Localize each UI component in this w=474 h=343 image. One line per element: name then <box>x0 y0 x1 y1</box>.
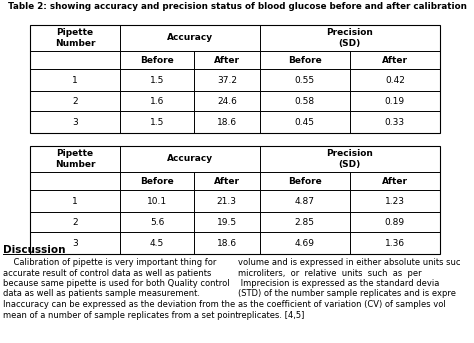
Text: Table 2: showing accuracy and precision status of blood glucose before and after: Table 2: showing accuracy and precision … <box>8 2 466 11</box>
Text: Precision
(SD): Precision (SD) <box>327 149 373 169</box>
Text: data as well as patients sample measurement.: data as well as patients sample measurem… <box>3 289 200 298</box>
Text: 0.55: 0.55 <box>295 75 315 85</box>
Text: Precision
(SD): Precision (SD) <box>327 28 373 48</box>
Text: because same pipette is used for both Quality control: because same pipette is used for both Qu… <box>3 279 229 288</box>
Text: 0.33: 0.33 <box>385 118 405 127</box>
Text: Pipette
Number: Pipette Number <box>55 149 95 169</box>
Text: 1: 1 <box>72 75 78 85</box>
Text: After: After <box>382 56 408 64</box>
Text: 0.45: 0.45 <box>295 118 315 127</box>
Text: 1.36: 1.36 <box>385 239 405 248</box>
Text: 1: 1 <box>72 197 78 205</box>
Text: After: After <box>214 177 240 186</box>
Text: microliters,  or  relative  units  such  as  per: microliters, or relative units such as p… <box>238 269 422 277</box>
Text: 18.6: 18.6 <box>217 118 237 127</box>
Text: Accuracy: Accuracy <box>167 34 213 43</box>
Text: 1.5: 1.5 <box>150 75 164 85</box>
Text: Before: Before <box>288 56 321 64</box>
Text: 0.19: 0.19 <box>385 97 405 106</box>
Text: 1.23: 1.23 <box>385 197 405 205</box>
Text: as the coefficient of variation (CV) of samples vol: as the coefficient of variation (CV) of … <box>238 300 446 309</box>
Text: Before: Before <box>140 56 174 64</box>
Text: replicates. [4,5]: replicates. [4,5] <box>238 310 304 319</box>
Text: Inaccuracy can be expressed as the deviation from the: Inaccuracy can be expressed as the devia… <box>3 300 235 309</box>
Text: 0.42: 0.42 <box>385 75 405 85</box>
Text: 4.69: 4.69 <box>295 239 315 248</box>
Text: Discussion: Discussion <box>3 245 65 255</box>
Text: Imprecision is expressed as the standard devia: Imprecision is expressed as the standard… <box>238 279 439 288</box>
Text: 37.2: 37.2 <box>217 75 237 85</box>
Text: 18.6: 18.6 <box>217 239 237 248</box>
Text: 4.5: 4.5 <box>150 239 164 248</box>
Bar <box>30 146 440 254</box>
Text: accurate result of control data as well as patients: accurate result of control data as well … <box>3 269 211 277</box>
Text: (STD) of the number sample replicates and is expre: (STD) of the number sample replicates an… <box>238 289 456 298</box>
Text: 19.5: 19.5 <box>217 218 237 227</box>
Text: mean of a number of sample replicates from a set point: mean of a number of sample replicates fr… <box>3 310 238 319</box>
Text: Calibration of pipette is very important thing for: Calibration of pipette is very important… <box>3 258 216 267</box>
Text: 1.6: 1.6 <box>150 97 164 106</box>
Text: 1.5: 1.5 <box>150 118 164 127</box>
Text: 21.3: 21.3 <box>217 197 237 205</box>
Text: 2.85: 2.85 <box>295 218 315 227</box>
Text: 10.1: 10.1 <box>147 197 167 205</box>
Text: 2: 2 <box>73 218 78 227</box>
Text: Accuracy: Accuracy <box>167 154 213 164</box>
Text: volume and is expressed in either absolute units suc: volume and is expressed in either absolu… <box>238 258 461 267</box>
Text: Before: Before <box>140 177 174 186</box>
Text: After: After <box>214 56 240 64</box>
Text: After: After <box>382 177 408 186</box>
Text: 3: 3 <box>72 118 78 127</box>
Text: 0.89: 0.89 <box>385 218 405 227</box>
Text: 4.87: 4.87 <box>295 197 315 205</box>
Bar <box>30 25 440 133</box>
Text: Pipette
Number: Pipette Number <box>55 28 95 48</box>
Text: 24.6: 24.6 <box>217 97 237 106</box>
Text: Before: Before <box>288 177 321 186</box>
Text: 5.6: 5.6 <box>150 218 164 227</box>
Text: 2: 2 <box>73 97 78 106</box>
Text: 0.58: 0.58 <box>295 97 315 106</box>
Text: 3: 3 <box>72 239 78 248</box>
